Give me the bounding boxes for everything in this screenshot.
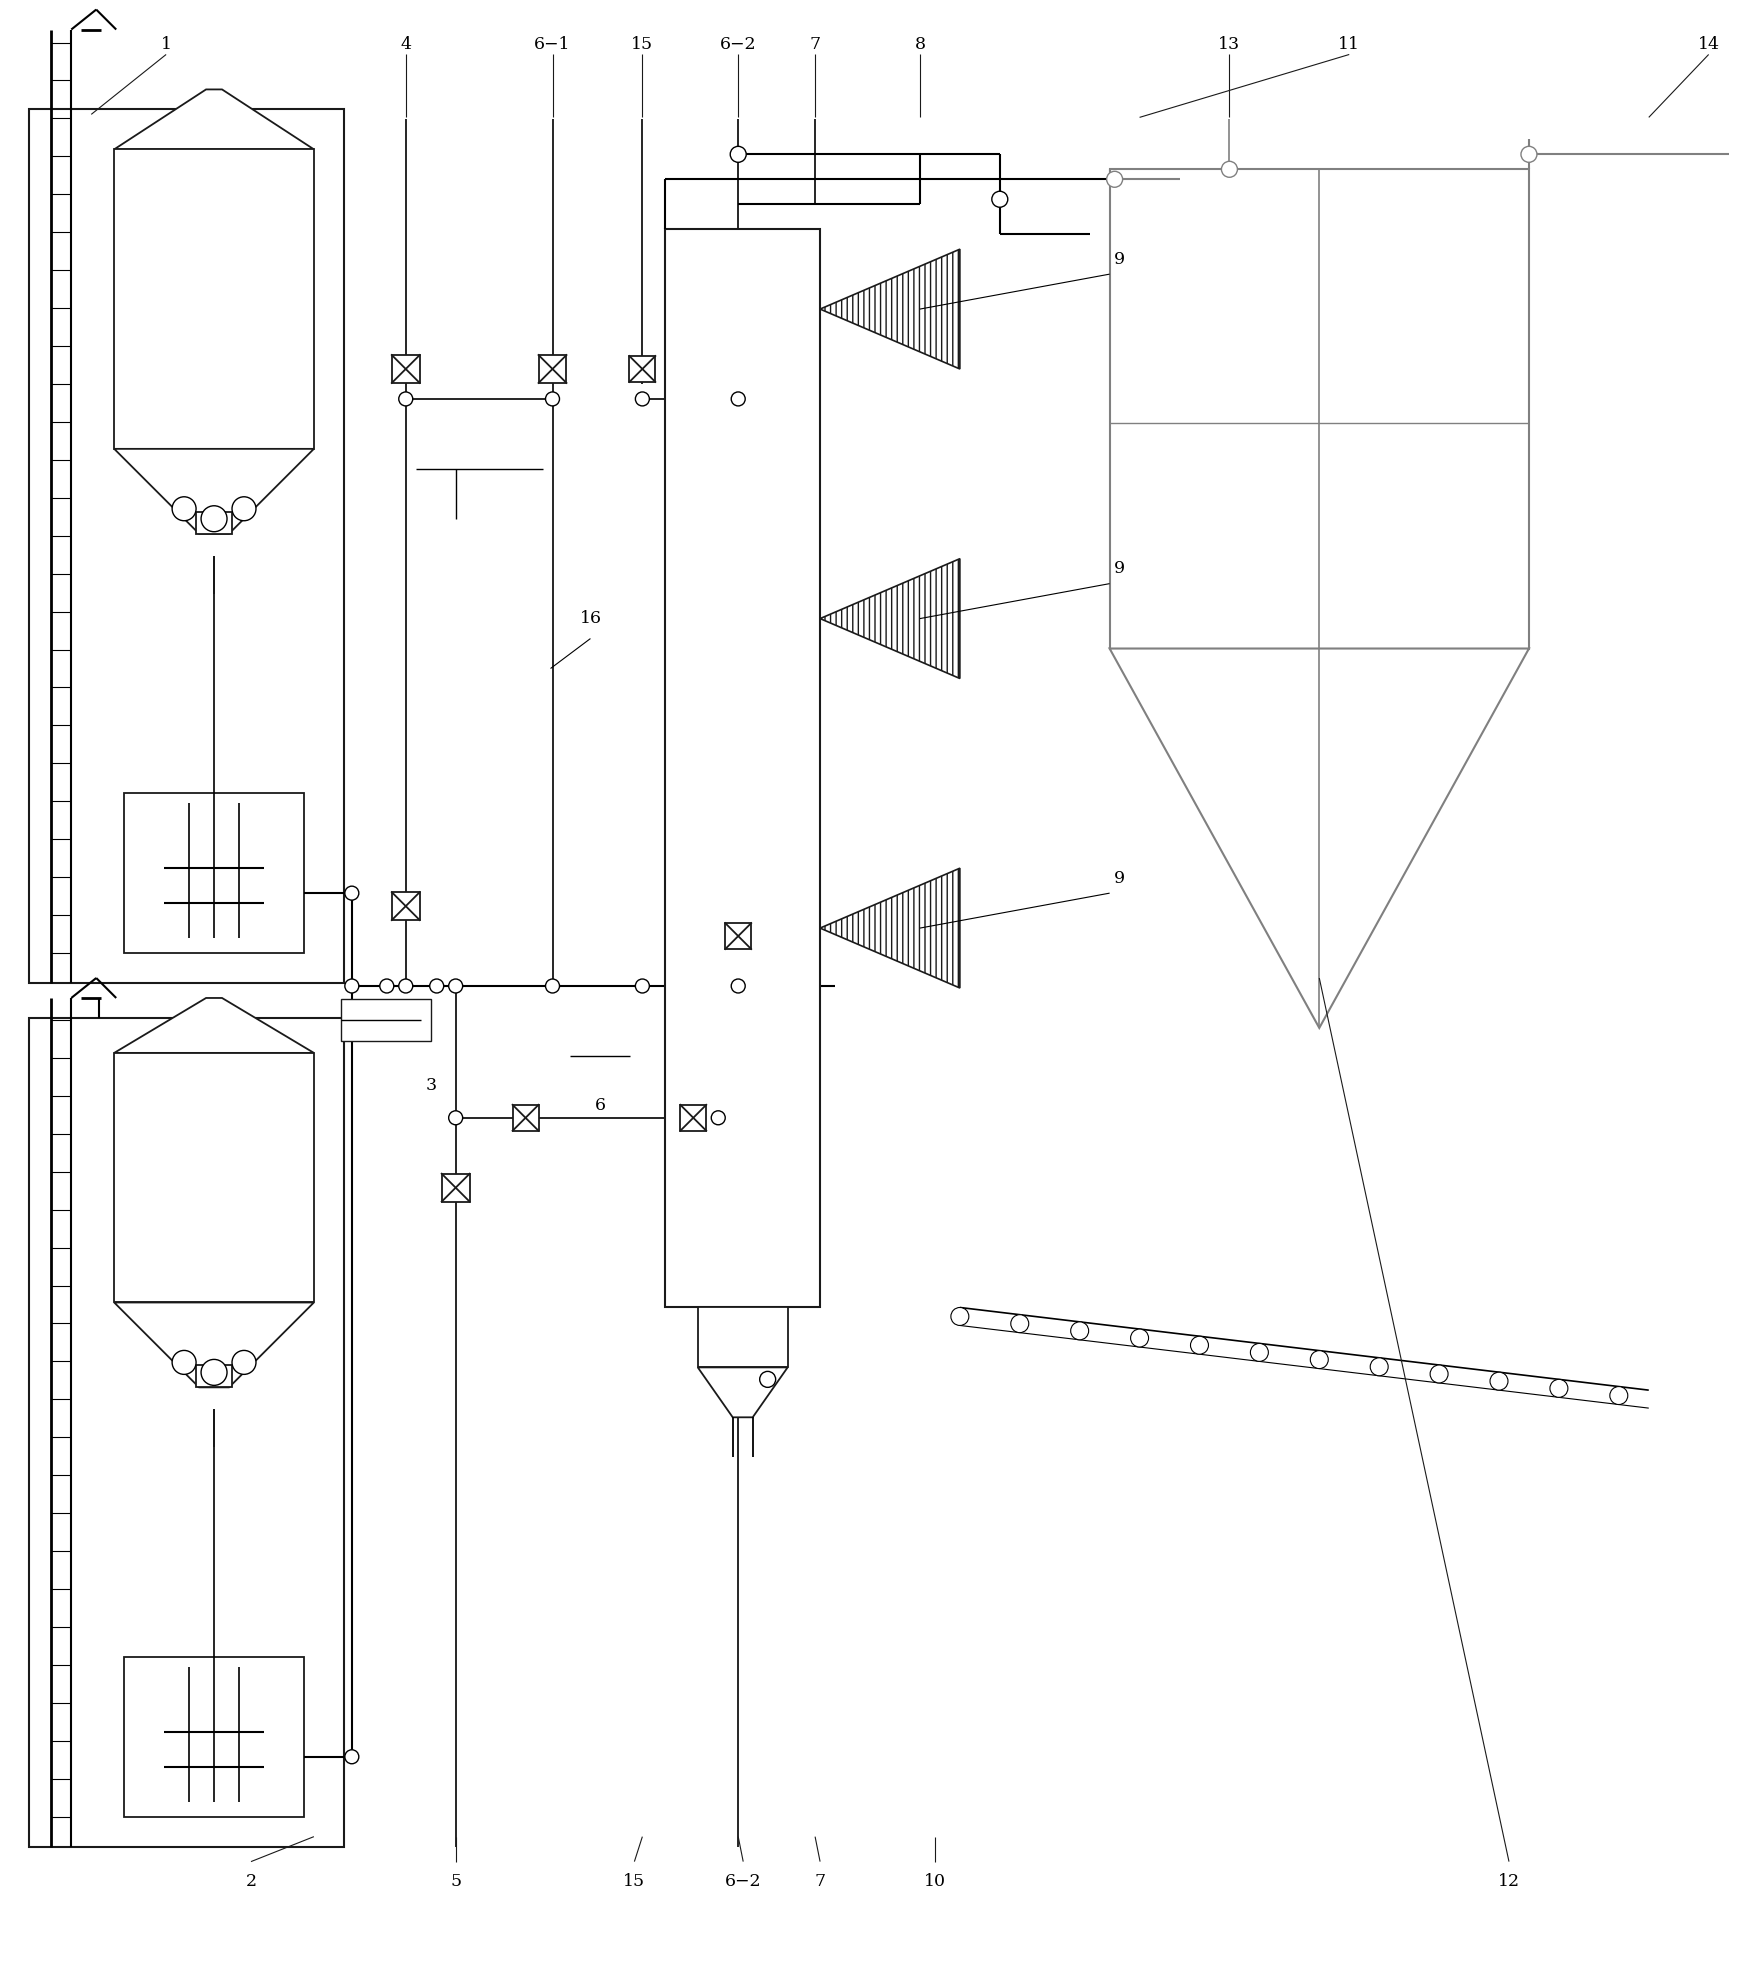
- Polygon shape: [113, 89, 314, 150]
- Polygon shape: [820, 559, 960, 679]
- Text: 6−2: 6−2: [724, 1874, 761, 1889]
- Bar: [665, 228, 820, 1307]
- Bar: [630, 356, 656, 382]
- Circle shape: [635, 392, 649, 405]
- Circle shape: [1010, 1315, 1030, 1332]
- Bar: [113, 1053, 314, 1303]
- Circle shape: [346, 978, 359, 994]
- Bar: [195, 1366, 232, 1387]
- Polygon shape: [113, 998, 314, 1053]
- Text: 4: 4: [400, 35, 412, 53]
- Bar: [681, 1104, 707, 1132]
- Bar: [513, 1104, 539, 1132]
- Text: 11: 11: [1338, 35, 1361, 53]
- Bar: [124, 1657, 304, 1816]
- Circle shape: [635, 978, 649, 994]
- Text: 6−2: 6−2: [721, 35, 757, 53]
- Circle shape: [1131, 1328, 1148, 1346]
- Circle shape: [1190, 1336, 1209, 1354]
- Circle shape: [400, 978, 414, 994]
- Text: 14: 14: [1698, 35, 1719, 53]
- Text: 15: 15: [623, 1874, 646, 1889]
- Polygon shape: [820, 868, 960, 988]
- Circle shape: [1370, 1358, 1389, 1376]
- Circle shape: [429, 978, 443, 994]
- Circle shape: [346, 1750, 359, 1763]
- Circle shape: [759, 1372, 777, 1387]
- Bar: [30, 1017, 344, 1846]
- Text: 6: 6: [595, 1098, 606, 1114]
- Polygon shape: [698, 1368, 787, 1417]
- Bar: [340, 1000, 431, 1041]
- Circle shape: [1490, 1372, 1508, 1389]
- Text: 15: 15: [632, 35, 653, 53]
- Circle shape: [346, 886, 359, 899]
- Text: 8: 8: [914, 35, 925, 53]
- Circle shape: [201, 1360, 227, 1385]
- Circle shape: [380, 978, 394, 994]
- Text: 13: 13: [1218, 35, 1241, 53]
- Bar: [113, 150, 314, 449]
- Text: 7: 7: [815, 1874, 825, 1889]
- Circle shape: [201, 506, 227, 531]
- Text: 9: 9: [1113, 870, 1126, 888]
- Circle shape: [1106, 171, 1122, 187]
- Circle shape: [232, 1350, 257, 1374]
- Text: 6−1: 6−1: [534, 35, 571, 53]
- Polygon shape: [113, 449, 314, 533]
- Circle shape: [546, 978, 560, 994]
- Polygon shape: [820, 250, 960, 368]
- Text: 5: 5: [450, 1874, 461, 1889]
- Circle shape: [1251, 1344, 1269, 1362]
- Circle shape: [991, 191, 1009, 207]
- Circle shape: [448, 978, 462, 994]
- Text: 16: 16: [579, 610, 602, 628]
- Bar: [698, 1307, 787, 1368]
- Circle shape: [729, 146, 747, 161]
- Polygon shape: [1110, 649, 1529, 1027]
- Circle shape: [731, 978, 745, 994]
- Circle shape: [1431, 1366, 1448, 1384]
- Text: 3: 3: [426, 1076, 436, 1094]
- Bar: [30, 110, 344, 982]
- Text: 10: 10: [923, 1874, 946, 1889]
- Bar: [393, 892, 421, 921]
- Bar: [1110, 169, 1529, 649]
- Circle shape: [712, 1110, 726, 1126]
- Text: 12: 12: [1497, 1874, 1520, 1889]
- Text: 9: 9: [1113, 250, 1126, 268]
- Circle shape: [731, 392, 745, 405]
- Circle shape: [1310, 1350, 1328, 1368]
- Circle shape: [1222, 161, 1237, 177]
- Circle shape: [1550, 1380, 1569, 1397]
- Circle shape: [1611, 1387, 1628, 1405]
- Circle shape: [951, 1307, 968, 1326]
- Circle shape: [232, 496, 257, 522]
- Circle shape: [400, 392, 414, 405]
- Bar: [195, 512, 232, 533]
- Text: 7: 7: [810, 35, 820, 53]
- Text: 2: 2: [246, 1874, 257, 1889]
- Text: 9: 9: [1113, 561, 1126, 577]
- Bar: [393, 354, 421, 384]
- Bar: [539, 354, 567, 384]
- Bar: [124, 793, 304, 953]
- Circle shape: [1522, 146, 1537, 161]
- Circle shape: [1071, 1322, 1089, 1340]
- Bar: [441, 1173, 469, 1202]
- Circle shape: [448, 1110, 462, 1126]
- Text: 1: 1: [161, 35, 171, 53]
- Bar: [726, 923, 750, 949]
- Circle shape: [173, 1350, 195, 1374]
- Polygon shape: [113, 1303, 314, 1387]
- Circle shape: [546, 392, 560, 405]
- Circle shape: [173, 496, 195, 522]
